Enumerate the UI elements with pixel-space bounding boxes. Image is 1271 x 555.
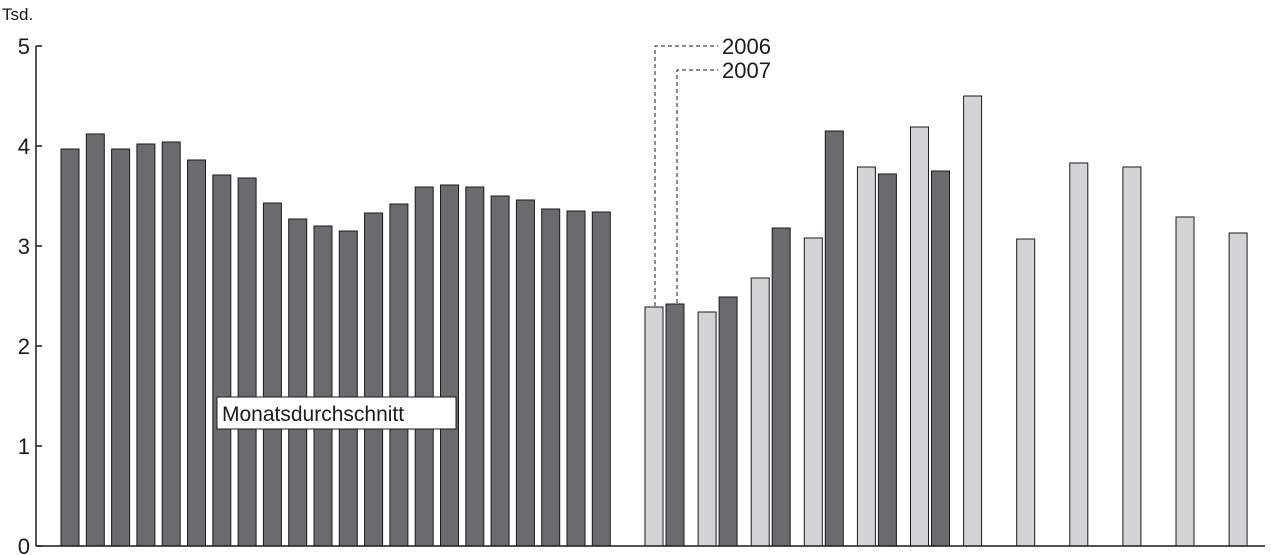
- average-bar: [515, 199, 535, 547]
- average-bar: [364, 212, 384, 547]
- average-bar: [490, 195, 510, 547]
- bar-2006: [1069, 162, 1089, 547]
- average-bar: [414, 186, 434, 547]
- bar-2006: [1175, 216, 1195, 547]
- bar-2006: [697, 311, 717, 547]
- bar-2006: [803, 237, 823, 547]
- average-bar: [338, 230, 358, 547]
- average-bar: [60, 148, 80, 547]
- bar-2007: [931, 170, 950, 547]
- y-tick-label: 3: [18, 234, 30, 259]
- bar-2006: [1122, 166, 1142, 547]
- average-bar: [136, 143, 156, 547]
- bar-2006: [1016, 238, 1036, 547]
- annotation-background: [216, 396, 457, 430]
- annotation-label: Monatsdurchschnitt: [222, 403, 404, 426]
- legend-label-2007: 2007: [722, 58, 771, 83]
- average-bar: [85, 133, 105, 547]
- average-bar: [237, 177, 257, 547]
- y-tick-label: 5: [18, 34, 30, 59]
- bar-2007: [877, 173, 897, 547]
- bar-2006: [750, 277, 770, 547]
- unit-label: Tsd.: [2, 5, 33, 24]
- bar-2006: [963, 95, 983, 547]
- bar-2007: [771, 227, 791, 547]
- y-tick-label: 4: [18, 134, 30, 159]
- yearly-bars: [644, 95, 1248, 547]
- leader-line-2007: [676, 69, 718, 303]
- bar-2007: [665, 303, 685, 547]
- y-axis: 0 1 2 3 4 5: [18, 34, 42, 555]
- y-tick-label: 1: [18, 434, 30, 459]
- bar-2006: [910, 126, 929, 547]
- bar-2006: [1228, 232, 1248, 547]
- average-bar: [212, 174, 232, 547]
- average-bar: [111, 148, 131, 547]
- average-bar: [288, 218, 308, 547]
- monthly-average-bars: [60, 133, 611, 547]
- average-bar: [591, 211, 611, 547]
- average-bar: [440, 184, 459, 547]
- average-bar: [389, 203, 409, 547]
- annotation: Monatsdurchschnitt: [216, 396, 457, 430]
- average-bar: [161, 141, 181, 547]
- legend-label-2006: 2006: [722, 34, 771, 59]
- average-bar: [187, 159, 206, 547]
- bar-2007: [718, 296, 738, 547]
- bar-2006: [856, 166, 876, 547]
- bar-2006: [644, 306, 664, 547]
- y-tick-label: 2: [18, 334, 30, 359]
- y-tick-label: 0: [18, 534, 30, 555]
- average-bar: [541, 208, 561, 547]
- average-bar: [262, 202, 282, 547]
- bar-2007: [824, 130, 844, 547]
- leader-line-2006: [654, 45, 718, 306]
- average-bar: [566, 210, 586, 547]
- average-bar: [313, 225, 333, 547]
- average-bar: [465, 186, 485, 547]
